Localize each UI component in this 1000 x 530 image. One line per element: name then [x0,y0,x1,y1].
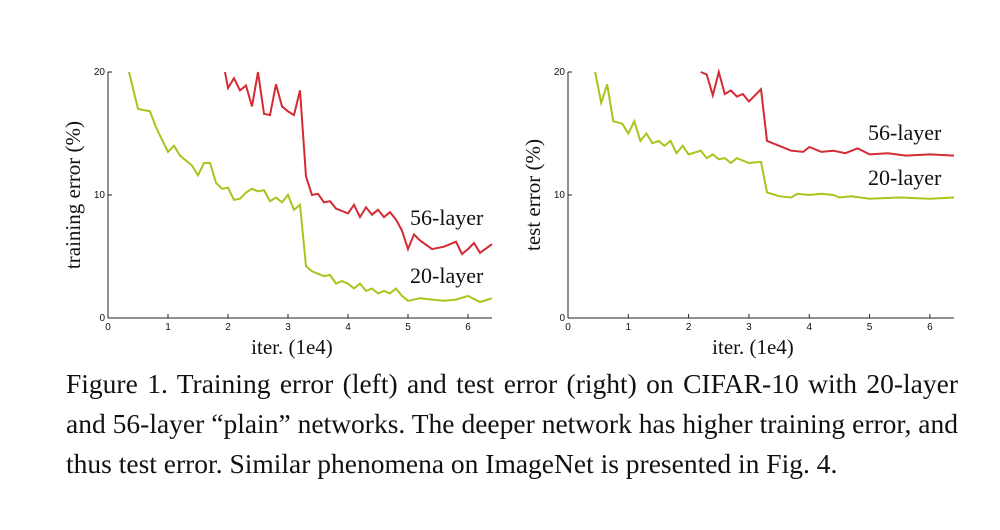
x-tick-label: 0 [565,322,571,333]
x-axis-label: iter. (1e4) [251,335,333,359]
x-tick-label: 1 [626,322,632,333]
series-line [224,71,493,256]
x-tick-label: 5 [867,322,873,333]
x-tick-label: 4 [345,322,351,333]
y-tick-label: 10 [554,190,566,201]
series-line [128,71,493,304]
y-tick-label: 20 [554,67,566,78]
x-tick-label: 4 [806,322,812,333]
caption: Figure 1. Training error (left) and test… [66,368,958,479]
x-tick-label: 6 [927,322,933,333]
series-line [700,68,955,157]
series-label: 20-layer [868,165,942,190]
y-tick-label: 20 [94,67,106,78]
x-tick-label: 6 [465,322,471,333]
y-tick-label: 0 [559,313,565,324]
series-label: 56-layer [410,205,484,230]
series-line [594,71,955,200]
x-tick-label: 3 [746,322,752,333]
x-tick-label: 2 [686,322,692,333]
y-axis-label: training error (%) [61,121,85,269]
x-tick-label: 3 [285,322,291,333]
y-tick-label: 0 [99,313,105,324]
y-tick-label: 10 [94,190,106,201]
x-tick-label: 2 [225,322,231,333]
y-axis-label: test error (%) [521,139,545,251]
x-tick-label: 1 [165,322,171,333]
x-tick-label: 5 [405,322,411,333]
series-label: 56-layer [868,120,942,145]
x-axis-label: iter. (1e4) [712,335,794,359]
x-tick-label: 0 [105,322,111,333]
series-label: 20-layer [410,263,484,288]
